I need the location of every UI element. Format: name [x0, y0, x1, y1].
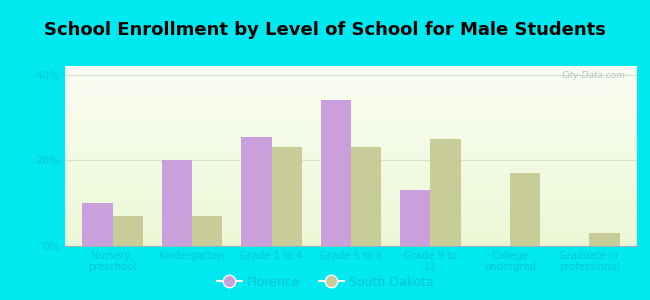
- Bar: [65, 134, 637, 138]
- Bar: [65, 217, 637, 221]
- Bar: [65, 120, 637, 124]
- Bar: [65, 167, 637, 170]
- Bar: [65, 210, 637, 214]
- Bar: [65, 131, 637, 134]
- Bar: [65, 91, 637, 95]
- Bar: [65, 181, 637, 185]
- Bar: [430, 139, 461, 246]
- Bar: [510, 173, 540, 246]
- Bar: [400, 190, 430, 246]
- Bar: [65, 102, 637, 106]
- Bar: [112, 216, 143, 246]
- Bar: [192, 216, 222, 246]
- Bar: [321, 100, 351, 246]
- Bar: [65, 242, 637, 246]
- Bar: [65, 113, 637, 116]
- Bar: [65, 192, 637, 196]
- Bar: [65, 70, 637, 73]
- Bar: [65, 174, 637, 178]
- Bar: [590, 233, 619, 246]
- Bar: [65, 170, 637, 174]
- Bar: [65, 206, 637, 210]
- Bar: [65, 66, 637, 70]
- Bar: [351, 147, 381, 246]
- Bar: [65, 88, 637, 91]
- Bar: [162, 160, 192, 246]
- Bar: [65, 221, 637, 224]
- Bar: [65, 235, 637, 239]
- Bar: [65, 127, 637, 131]
- Bar: [65, 224, 637, 228]
- Bar: [65, 124, 637, 127]
- Bar: [65, 188, 637, 192]
- Bar: [65, 142, 637, 145]
- Bar: [65, 149, 637, 152]
- Bar: [65, 203, 637, 206]
- Bar: [65, 84, 637, 88]
- Text: City-Data.com: City-Data.com: [562, 71, 625, 80]
- Bar: [65, 77, 637, 80]
- Bar: [65, 163, 637, 167]
- Bar: [83, 203, 112, 246]
- Bar: [65, 145, 637, 149]
- Bar: [65, 106, 637, 109]
- Bar: [65, 80, 637, 84]
- Bar: [272, 147, 302, 246]
- Bar: [65, 214, 637, 217]
- Bar: [65, 199, 637, 203]
- Bar: [65, 156, 637, 160]
- Bar: [65, 138, 637, 142]
- Bar: [65, 116, 637, 120]
- Bar: [65, 152, 637, 156]
- Bar: [65, 73, 637, 77]
- Bar: [65, 98, 637, 102]
- Bar: [65, 95, 637, 98]
- Bar: [65, 196, 637, 199]
- Bar: [65, 178, 637, 181]
- Bar: [65, 109, 637, 113]
- Bar: [65, 228, 637, 232]
- Legend: Florence, South Dakota: Florence, South Dakota: [211, 271, 439, 294]
- Text: School Enrollment by Level of School for Male Students: School Enrollment by Level of School for…: [44, 21, 606, 39]
- Bar: [65, 160, 637, 163]
- Bar: [65, 185, 637, 188]
- Bar: [65, 232, 637, 235]
- Bar: [241, 137, 272, 246]
- Bar: [65, 239, 637, 242]
